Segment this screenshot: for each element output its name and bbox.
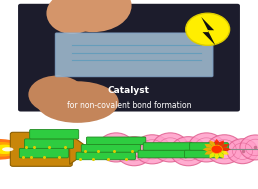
Ellipse shape	[134, 135, 170, 164]
Ellipse shape	[36, 81, 119, 123]
FancyBboxPatch shape	[55, 33, 213, 77]
Polygon shape	[70, 134, 90, 164]
Polygon shape	[217, 149, 229, 155]
FancyBboxPatch shape	[81, 145, 141, 152]
FancyBboxPatch shape	[76, 152, 135, 160]
Ellipse shape	[46, 0, 98, 34]
Text: for non-covalent bond formation: for non-covalent bond formation	[67, 101, 191, 110]
FancyBboxPatch shape	[25, 139, 74, 148]
Ellipse shape	[0, 142, 21, 156]
FancyBboxPatch shape	[184, 150, 223, 158]
Ellipse shape	[28, 76, 85, 113]
Polygon shape	[217, 140, 224, 149]
FancyBboxPatch shape	[143, 143, 192, 150]
FancyBboxPatch shape	[86, 137, 146, 145]
Ellipse shape	[240, 135, 258, 160]
FancyBboxPatch shape	[30, 129, 79, 139]
FancyBboxPatch shape	[19, 148, 68, 158]
Circle shape	[211, 145, 222, 153]
Ellipse shape	[0, 139, 26, 160]
Polygon shape	[209, 140, 217, 149]
FancyBboxPatch shape	[190, 143, 228, 150]
Polygon shape	[209, 149, 217, 158]
Ellipse shape	[152, 133, 188, 162]
Polygon shape	[204, 144, 217, 149]
Ellipse shape	[188, 133, 224, 162]
Polygon shape	[203, 147, 217, 151]
Polygon shape	[217, 149, 224, 158]
Polygon shape	[214, 139, 219, 149]
Polygon shape	[217, 144, 229, 149]
Ellipse shape	[0, 145, 17, 154]
Ellipse shape	[28, 138, 49, 146]
Ellipse shape	[54, 0, 132, 32]
Polygon shape	[217, 147, 231, 151]
Ellipse shape	[227, 139, 258, 164]
FancyBboxPatch shape	[138, 150, 187, 158]
Text: Catalyst: Catalyst	[108, 86, 150, 95]
Ellipse shape	[170, 137, 206, 166]
Polygon shape	[204, 149, 217, 155]
Polygon shape	[201, 17, 215, 45]
Ellipse shape	[206, 135, 243, 164]
Ellipse shape	[2, 147, 13, 151]
FancyBboxPatch shape	[10, 132, 72, 166]
Polygon shape	[214, 149, 219, 160]
Ellipse shape	[116, 137, 152, 166]
Ellipse shape	[98, 133, 134, 162]
Bar	[0, 112, 258, 189]
FancyBboxPatch shape	[18, 4, 240, 112]
Circle shape	[186, 13, 230, 45]
